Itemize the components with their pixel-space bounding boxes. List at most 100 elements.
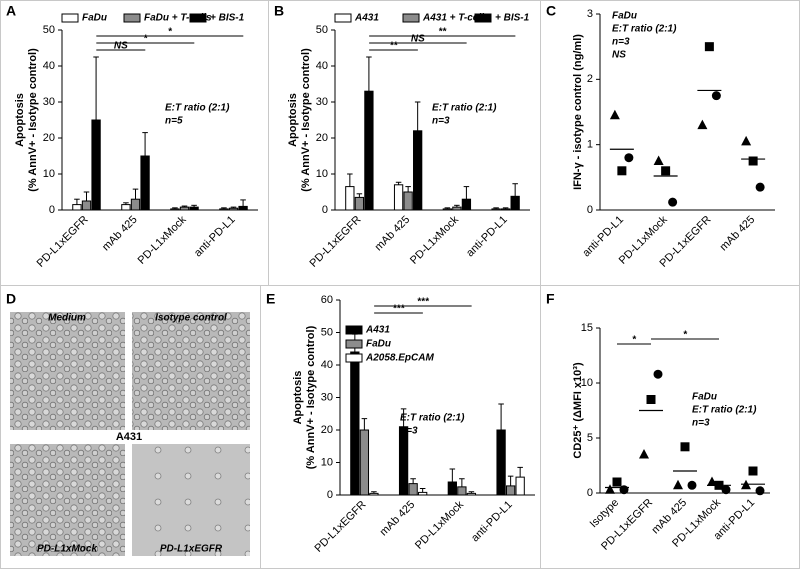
bar <box>369 492 379 496</box>
significance-label: * <box>143 34 148 45</box>
legend-swatch <box>345 339 363 349</box>
y-tick-label: 10 <box>316 168 328 180</box>
legend-swatch <box>123 13 141 23</box>
x-tick-label: PD-L1xMock <box>408 213 461 266</box>
point <box>721 485 731 495</box>
x-tick-label: PD-L1xMock <box>136 213 189 266</box>
bar <box>403 191 413 211</box>
bar <box>461 198 472 211</box>
point <box>704 42 714 52</box>
y-axis-label: CD25⁺ (ΔMFI x10³) <box>572 362 584 459</box>
bar <box>238 205 248 211</box>
image-label: Isotype control <box>155 313 227 324</box>
micrograph <box>132 312 250 430</box>
y-tick-label: 5 <box>587 432 593 444</box>
legend-label: A2058.EpCAM <box>365 353 434 364</box>
annotation: E:T ratio (2:1) <box>612 24 677 35</box>
y-tick-label: 20 <box>316 132 328 144</box>
legend-swatch <box>334 13 352 23</box>
panel-letter: D <box>6 291 16 307</box>
bar <box>364 90 374 211</box>
point <box>609 109 620 120</box>
y-axis-label: Apoptosis <box>14 93 26 147</box>
annotation: E:T ratio (2:1) <box>432 103 497 114</box>
image-label: Medium <box>48 313 86 324</box>
legend-label: A431 + T-cells <box>422 13 490 24</box>
point <box>697 119 708 130</box>
bar <box>350 351 360 496</box>
annotation: NS <box>612 50 626 61</box>
legend-swatch <box>61 13 79 23</box>
y-tick-label: 50 <box>316 24 328 36</box>
legend-label: FaDu <box>366 339 391 350</box>
point <box>668 197 678 207</box>
point <box>646 395 656 404</box>
y-tick-label: 60 <box>321 294 333 306</box>
bar <box>442 208 452 211</box>
annotation: FaDu <box>692 392 717 403</box>
y-tick-label: 50 <box>43 24 55 36</box>
y-tick-label: 30 <box>316 96 328 108</box>
bar <box>81 200 92 211</box>
point <box>755 486 765 496</box>
y-tick-label: 0 <box>587 487 593 499</box>
y-axis-label: Apoptosis <box>287 93 299 147</box>
bar <box>189 206 199 211</box>
x-tick-label: PD-L1xEGFR <box>35 214 91 270</box>
significance-label: NS <box>114 41 128 52</box>
micrograph <box>132 444 250 556</box>
x-tick-label: mAb 425 <box>718 214 758 254</box>
bar <box>447 481 457 496</box>
bar <box>130 198 141 211</box>
y-tick-label: 40 <box>43 60 55 72</box>
significance-label: * <box>683 330 688 341</box>
significance-label: * <box>632 335 637 346</box>
significance-label: *** <box>393 304 406 315</box>
point <box>653 155 664 165</box>
x-tick-label: anti-PD-L1 <box>469 499 515 545</box>
bar <box>179 206 190 211</box>
legend-label: A431 <box>354 13 379 24</box>
x-tick-label: PD-L1xMock <box>413 498 466 551</box>
bar <box>398 426 409 496</box>
bar <box>219 208 229 211</box>
bar <box>408 483 418 496</box>
panel-letter: B <box>274 3 284 19</box>
bar <box>491 208 501 211</box>
bar <box>510 195 520 211</box>
point <box>711 91 721 101</box>
y-tick-label: 0 <box>587 204 593 216</box>
x-tick-label: PD-L1xEGFR <box>308 214 364 270</box>
panel-letter: A <box>6 3 16 19</box>
bar <box>72 204 82 211</box>
point <box>639 449 649 459</box>
x-tick-label: PD-L1xEGFR <box>313 499 369 555</box>
point <box>624 153 634 163</box>
y-axis-label: (% AnnV+ - Isotype control) <box>300 48 312 192</box>
legend-swatch <box>189 13 207 23</box>
y-tick-label: 0 <box>322 204 328 216</box>
image-label: PD-L1xMock <box>37 544 97 555</box>
legend-swatch <box>402 13 420 23</box>
bar <box>413 130 423 211</box>
bar <box>140 155 150 211</box>
legend-label: + BIS-1 <box>210 13 245 24</box>
annotation: n=5 <box>165 116 183 127</box>
bar <box>393 184 404 211</box>
y-axis-label: Apoptosis <box>292 371 304 425</box>
significance-label: *** <box>417 297 430 308</box>
y-tick-label: 50 <box>321 326 333 338</box>
y-tick-label: 10 <box>43 168 55 180</box>
point <box>605 484 615 494</box>
annotation: n=3 <box>692 418 710 429</box>
significance-label: * <box>168 27 173 38</box>
significance-label: ** <box>390 41 399 52</box>
annotation: E:T ratio (2:1) <box>165 103 230 114</box>
significance-label: ** <box>438 27 447 38</box>
point <box>687 480 697 490</box>
y-tick-label: 0 <box>327 489 333 501</box>
point <box>653 369 663 379</box>
legend-label: FaDu <box>82 13 107 24</box>
point <box>661 166 671 176</box>
point <box>617 166 627 176</box>
